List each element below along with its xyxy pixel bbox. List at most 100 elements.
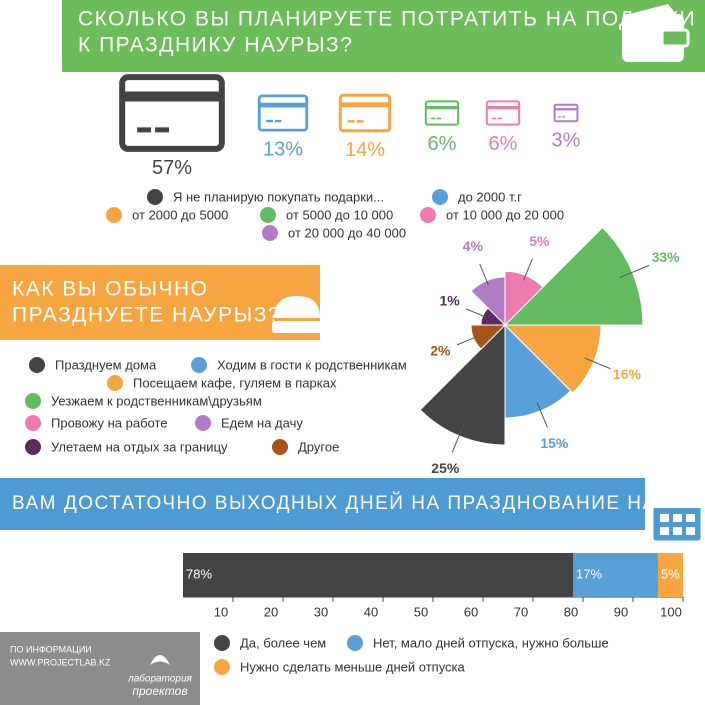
leader-line [619,264,650,278]
x-tick-label: 60 [464,604,478,619]
card-icon [119,74,225,152]
card-stripe [425,106,459,110]
legend-label: от 5000 до 10 000 [286,207,393,222]
card-dash [436,117,442,120]
card-icon [485,100,521,126]
x-tick-label: 30 [314,604,328,619]
legend-dot [214,659,230,675]
value-label: 4% [463,238,484,254]
value-label: 3% [552,130,581,152]
card-dash [557,116,562,118]
value-label: 57% [152,157,192,179]
card-icon [257,94,309,132]
legend-dot [191,357,207,373]
calendar-icon [650,496,704,544]
title-line: СКОЛЬКО ВЫ ПЛАНИРУЕТЕ ПОТРАТИТЬ НА ПОДАР… [78,8,696,31]
x-tick-label: 80 [564,604,578,619]
legend-label: Нужно сделать меньше дней отпуска [240,659,466,674]
value-label: 33% [652,249,681,265]
value-label: 6% [428,133,457,155]
legend-dot [262,225,278,241]
value-label: 1% [439,293,460,309]
card-stripe [554,108,578,111]
leader-line [466,308,486,318]
card-dash [137,127,152,133]
legend-dot [25,415,41,431]
legend-label: от 10 000 до 20 000 [446,207,564,222]
legend-dot [106,207,122,223]
legend-label: Я не планирую покупать подарки... [173,189,384,204]
card-dash [274,119,282,123]
value-label: 15% [540,435,569,451]
legend-dot [107,375,123,391]
legend-label: до 2000 т.г [458,189,522,204]
leader-line [584,357,611,370]
card-dash [562,116,566,118]
legend-dot [214,635,230,651]
leader-line [523,258,533,281]
x-tick-label: 50 [414,604,428,619]
value-label: 25% [431,460,460,476]
legend-dot [195,415,211,431]
value-label: 5% [529,233,550,249]
card-dash [491,117,497,120]
value-label: 78% [186,566,212,581]
x-tick-label: 20 [264,604,278,619]
section-banner [0,478,645,530]
legend-label: от 20 000 до 40 000 [288,225,406,240]
x-tick-label: 10 [214,604,228,619]
title-line: КАК ВЫ ОБЫЧНО [12,278,208,301]
title: ВАМ ДОСТАТОЧНО ВЫХОДНЫХ ДНЕЙ НА ПРАЗДНОВ… [12,492,705,514]
card-dash [155,127,170,133]
card-dash [430,117,436,120]
x-tick-label: 90 [614,604,628,619]
value-label: 6% [489,133,518,155]
legend-dot [260,207,276,223]
value-label: 5% [661,566,680,581]
value-label: 17% [576,566,602,581]
x-tick-label: 100 [660,604,682,619]
card-dash [497,117,503,120]
card-icon [424,100,460,126]
legend-label: Другое [298,439,339,454]
bar-segment [573,553,658,597]
legend-label: от 2000 до 5000 [132,207,228,222]
card-dash [266,119,274,123]
card-stripe [486,106,520,110]
value-label: 13% [263,138,303,160]
legend-label: Уезжаем к родственникам\друзьям [51,393,262,408]
logo-text: лаборатория [127,673,192,685]
legend-dot [347,635,363,651]
bar-segment [658,553,683,597]
footer-box [0,632,200,705]
legend-dot [25,393,41,409]
card-stripe [340,102,390,108]
leader-line [456,336,477,346]
legend-label: Ходим в гости к родственникам [217,357,407,372]
logo-icon [150,655,170,665]
footer-text: WWW.PROJECTLAB.KZ [10,657,111,667]
card-icon [338,93,392,133]
legend-dot [420,207,436,223]
card-icon [553,103,579,123]
value-label: 14% [345,139,385,161]
legend-label: Да, более чем [240,635,326,650]
legend-label: Улетаем на отдых за границу [51,439,228,454]
legend-dot [29,357,45,373]
section-banner [0,265,320,340]
legend-label: Провожу на работе [51,415,168,430]
title-line: ПРАЗДНУЕТЕ НАУРЫЗ? [12,304,281,327]
leader-line [451,424,465,453]
x-tick-label: 70 [514,604,528,619]
value-label: 16% [613,366,642,382]
card-dash [356,120,364,123]
bar-segment [183,553,573,597]
leader-line [536,402,548,428]
header-banner [62,0,705,72]
title-line: К ПРАЗДНИКУ НАУРЫЗ? [78,34,353,57]
footer-text: ПО ИНФОРМАЦИИ [10,644,92,654]
legend-dot [147,189,163,205]
wallet-icon [622,4,690,62]
legend-label: Нет, мало дней отпуска, нужно больше [373,635,609,650]
